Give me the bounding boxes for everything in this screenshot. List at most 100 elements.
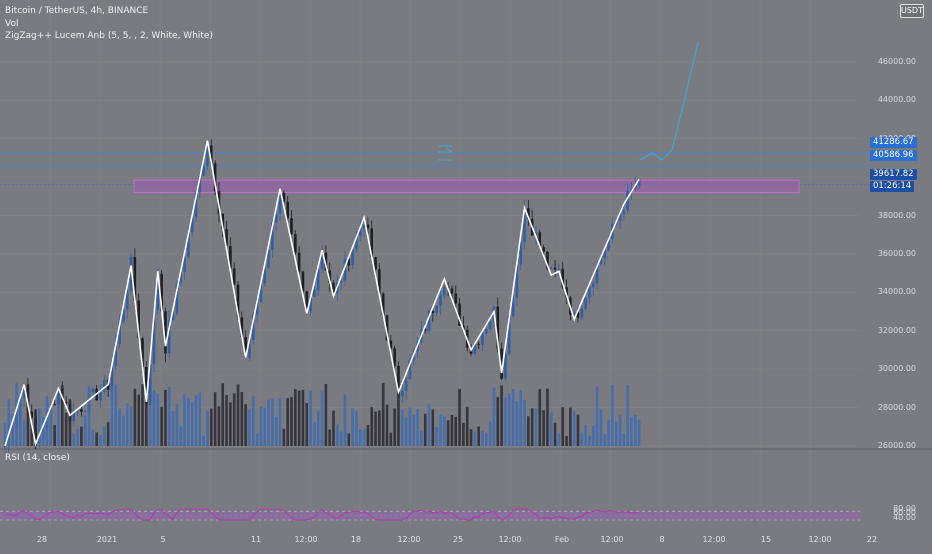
volume-bar bbox=[26, 389, 30, 446]
volume-bar bbox=[385, 404, 389, 446]
volume-bar bbox=[64, 412, 68, 446]
candle-body bbox=[439, 295, 442, 306]
candle-body bbox=[190, 217, 194, 233]
candle-body bbox=[351, 249, 354, 266]
rsi-axis-label: 40.00 bbox=[893, 512, 916, 522]
candle-body bbox=[213, 163, 217, 192]
volume-bar bbox=[569, 407, 572, 446]
volume-bar bbox=[347, 433, 351, 446]
volume-bar bbox=[473, 431, 477, 446]
volume-bar bbox=[362, 429, 366, 446]
volume-bar bbox=[637, 419, 641, 446]
volume-bar bbox=[343, 394, 347, 446]
volume-bar bbox=[137, 394, 140, 446]
candle-body bbox=[164, 311, 167, 354]
candle-body bbox=[103, 379, 106, 392]
candle-body bbox=[534, 232, 538, 236]
volume-bar bbox=[511, 388, 515, 446]
candle-body bbox=[358, 228, 362, 236]
candle-body bbox=[634, 185, 637, 189]
volume-bar bbox=[565, 435, 568, 446]
candle-body bbox=[454, 293, 458, 304]
candle-body bbox=[252, 314, 255, 340]
time-axis-label: 8 bbox=[659, 535, 665, 544]
candle-body bbox=[404, 379, 408, 392]
candle-body bbox=[450, 288, 454, 294]
candle-body bbox=[523, 208, 526, 243]
candle-body bbox=[72, 411, 76, 422]
volume-bar bbox=[389, 432, 393, 446]
candle-body bbox=[385, 315, 389, 341]
candle-body bbox=[320, 252, 324, 270]
volume-label: Vol bbox=[5, 19, 19, 29]
volume-bar bbox=[125, 403, 129, 446]
candle-body bbox=[133, 257, 137, 301]
candle-body bbox=[389, 340, 393, 349]
volume-bar bbox=[458, 388, 461, 446]
volume-bar bbox=[446, 420, 450, 446]
volume-bar bbox=[538, 388, 542, 446]
volume-bar bbox=[614, 421, 618, 446]
candle-body bbox=[301, 271, 305, 292]
volume-bar bbox=[72, 433, 76, 446]
zigzag-indicator-label[interactable]: ZigZag++ Lucem Anb (5, 5, , 2, White, Wh… bbox=[5, 31, 213, 41]
volume-bar bbox=[95, 432, 98, 446]
volume-bar bbox=[630, 417, 633, 446]
candle-body bbox=[110, 366, 114, 390]
candle-body bbox=[637, 179, 641, 186]
candle-body bbox=[607, 238, 610, 251]
volume-bar bbox=[213, 392, 217, 446]
candle-body bbox=[553, 267, 557, 270]
currency-button[interactable]: USDT bbox=[900, 4, 924, 18]
volume-bar bbox=[194, 395, 198, 446]
candle-body bbox=[374, 257, 377, 270]
candle-body bbox=[171, 313, 175, 321]
volume-bar bbox=[240, 391, 244, 446]
candle-body bbox=[511, 297, 515, 316]
candle-body bbox=[423, 329, 427, 331]
rsi-label[interactable]: RSI (14, close) bbox=[5, 453, 70, 463]
volume-bar bbox=[38, 408, 41, 446]
candle-body bbox=[572, 312, 576, 315]
volume-bar bbox=[336, 424, 339, 446]
candle-body bbox=[64, 401, 68, 404]
volume-bar bbox=[187, 398, 190, 446]
volume-bar bbox=[435, 427, 438, 446]
price-axis-label: 32000.00 bbox=[877, 325, 916, 335]
volume-bar bbox=[41, 417, 45, 446]
volume-bar bbox=[133, 388, 137, 446]
volume-bar bbox=[248, 409, 251, 446]
volume-bar bbox=[30, 423, 34, 446]
candle-body bbox=[175, 283, 179, 314]
volume-bar bbox=[584, 424, 587, 446]
volume-bar bbox=[634, 414, 637, 446]
volume-bar bbox=[454, 416, 458, 446]
time-axis-label: 12:00 bbox=[498, 535, 522, 544]
volume-bar bbox=[561, 407, 565, 446]
candle-body bbox=[122, 308, 125, 323]
volume-bar bbox=[129, 406, 133, 446]
volume-bar bbox=[366, 424, 370, 446]
volume-bar bbox=[15, 383, 18, 446]
volume-bar bbox=[496, 396, 500, 446]
volume-bar bbox=[351, 408, 354, 446]
candle-body bbox=[202, 165, 205, 176]
candle-body bbox=[343, 258, 347, 281]
price-axis-label: 44000.00 bbox=[877, 95, 916, 105]
volume-bar bbox=[145, 401, 148, 446]
volume-bar bbox=[309, 390, 312, 446]
volume-bar bbox=[148, 407, 152, 446]
candle-body bbox=[198, 175, 202, 193]
candle-body bbox=[255, 302, 259, 315]
volume-bar bbox=[156, 393, 160, 446]
candle-body bbox=[519, 242, 522, 265]
volume-bar bbox=[160, 407, 163, 446]
volume-bar bbox=[11, 413, 14, 446]
candle-body bbox=[209, 145, 213, 164]
candle-body bbox=[118, 322, 121, 345]
candle-body bbox=[114, 344, 118, 367]
volume-bar bbox=[381, 383, 385, 446]
bar-countdown-tag: 01:26:14 bbox=[870, 181, 915, 192]
